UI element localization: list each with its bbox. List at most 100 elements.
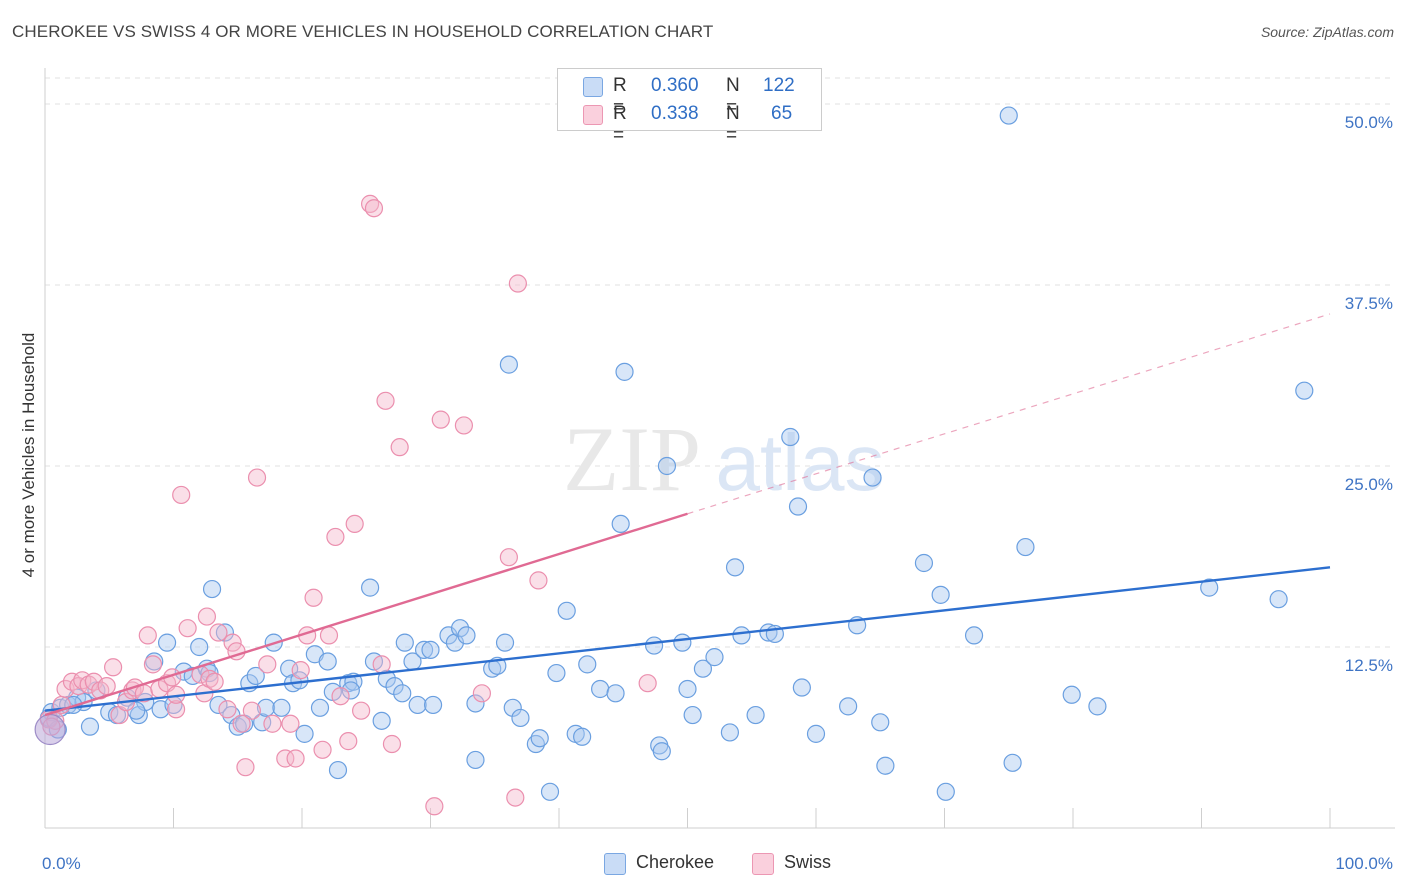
swiss-point-39	[258, 655, 277, 674]
cherokee-point-80	[615, 362, 634, 381]
swiss-point-60	[425, 797, 444, 816]
swiss-point-7	[79, 675, 98, 694]
cherokee-point-78	[606, 684, 625, 703]
swiss-point-50	[331, 687, 350, 706]
swiss-point-65	[529, 571, 548, 590]
cherokee-point-14	[157, 633, 177, 652]
watermark: ZIP atlas	[563, 408, 884, 510]
cherokee-point-75	[573, 727, 592, 746]
r-label: R =	[613, 103, 627, 146]
cherokee-point-109	[999, 106, 1018, 125]
swiss-point-57	[376, 391, 395, 410]
x-tick-label-max: 100.0%	[1335, 854, 1393, 873]
cherokee-point-39	[318, 652, 337, 671]
x-tick-label-min: 0.0%	[42, 854, 81, 873]
swiss-point-47	[313, 740, 332, 759]
cherokee-point-105	[914, 553, 934, 573]
cherokee-point-65	[495, 633, 515, 652]
swiss-point-63	[499, 548, 518, 567]
cherokee-trend-line	[44, 566, 1331, 712]
swiss-point-48	[319, 626, 339, 645]
swiss-point-36	[236, 758, 255, 777]
cherokee-point-111	[1016, 537, 1035, 557]
cherokee-point-55	[421, 640, 440, 659]
cherokee-point-93	[746, 705, 765, 725]
cherokee-point-94	[759, 623, 778, 642]
swiss-point-38	[247, 468, 267, 487]
cherokee-point-104	[876, 756, 895, 775]
cherokee-point-61	[466, 694, 485, 713]
cherokee-point-86	[678, 679, 697, 699]
cherokee-point-38	[310, 698, 330, 717]
swiss-point-17	[138, 626, 157, 645]
cherokee-point-110	[1003, 753, 1022, 772]
y-tick-label-1: 25.0%	[1345, 475, 1393, 494]
swiss-point-41	[276, 749, 295, 768]
cherokee-point-33	[280, 659, 299, 678]
swiss-point-52	[345, 514, 364, 534]
cherokee-point-85	[673, 633, 692, 652]
swiss-point-18	[143, 655, 163, 674]
cherokee-point-88	[693, 659, 713, 678]
cherokee-point-113	[1088, 697, 1107, 716]
cherokee-point-100	[839, 697, 858, 716]
cherokee-point-60	[457, 626, 476, 645]
cherokee-point-67	[503, 698, 522, 717]
swiss-point-40	[263, 714, 282, 733]
swiss-point-68	[472, 684, 491, 703]
cherokee-point-77	[591, 679, 610, 699]
swiss-point-10	[97, 676, 116, 696]
cherokee-point-18	[190, 637, 209, 657]
series-layer	[34, 106, 1314, 816]
cherokee-point-84	[657, 456, 677, 476]
gridlines	[45, 77, 1390, 648]
r-label: R =	[613, 75, 627, 118]
cherokee-point-66	[499, 355, 518, 374]
cherokee-point-22	[209, 695, 228, 715]
cherokee-point-81	[644, 636, 664, 655]
cherokee-point-98	[792, 678, 811, 697]
swiss-point-66	[638, 674, 657, 693]
swiss-point-67	[506, 788, 525, 807]
swiss-point-28	[197, 607, 217, 626]
cherokee-point-21	[202, 579, 222, 599]
cherokee-point-62	[466, 750, 485, 770]
r-value: 0.360	[651, 75, 699, 96]
swiss-point-59	[390, 438, 409, 457]
cherokee-point-107	[936, 782, 955, 801]
cherokee-point-48	[377, 669, 396, 688]
n-value: 65	[771, 103, 793, 124]
swiss-point-43	[286, 749, 305, 768]
cherokee-point-56	[423, 695, 443, 715]
cherokee-swatch	[604, 853, 626, 875]
cherokee-point-45	[361, 578, 380, 597]
swiss-point-25	[178, 619, 197, 638]
n-value: 122	[763, 75, 795, 96]
cherokee-point-90	[720, 723, 740, 742]
y-tick-label-0: 12.5%	[1345, 656, 1393, 675]
cherokee-point-103	[871, 713, 890, 732]
swiss-point-37	[242, 701, 261, 720]
cherokee-point-91	[725, 558, 745, 577]
cherokee-point-47	[372, 711, 391, 730]
r-value: 0.338	[651, 103, 699, 124]
swiss-point-29	[200, 669, 219, 688]
cherokee-point-87	[683, 705, 702, 725]
y-axis-label: 4 or more Vehicles in Household	[19, 333, 38, 578]
cherokee-point-83	[652, 742, 671, 761]
cherokee-point-50	[393, 684, 412, 703]
swiss-point-62	[454, 416, 474, 435]
n-label: N =	[726, 75, 740, 118]
tick-labels: 12.5% 25.0% 37.5% 50.0% 0.0% 100.0%	[42, 113, 1393, 873]
swiss-point-53	[352, 701, 371, 720]
cherokee-point-28	[246, 666, 265, 686]
swiss-point-32	[218, 700, 237, 719]
origin-cluster-point	[34, 713, 66, 746]
cherokee-point-89	[705, 648, 724, 667]
chart-source: Source: ZipAtlas.com	[1260, 24, 1394, 40]
cherokee-point-72	[547, 663, 566, 683]
cherokee-point-44	[341, 681, 360, 700]
cherokee-point-112	[1062, 685, 1081, 704]
cherokee-point-30	[256, 698, 276, 717]
